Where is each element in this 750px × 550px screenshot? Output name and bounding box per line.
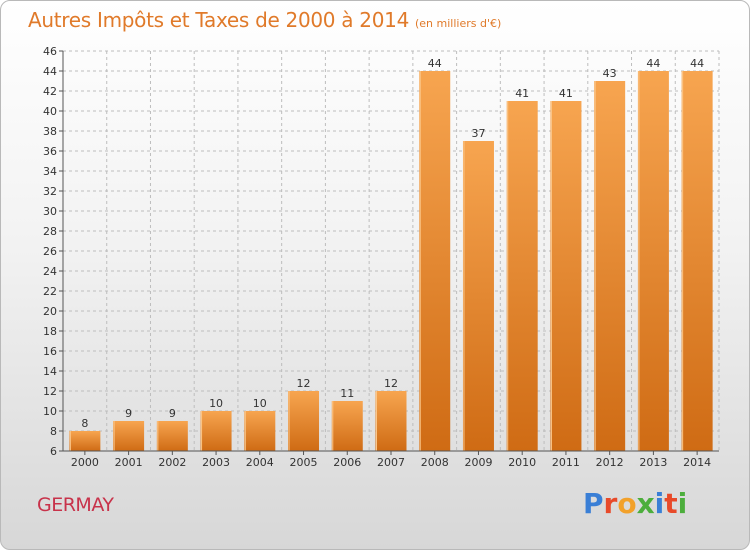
data-label-2005: 12 [297,377,311,390]
data-label-2013: 44 [646,57,660,70]
x-tick-label-2013: 2013 [639,456,667,469]
bar-2012 [594,81,626,451]
data-label-2011: 41 [559,87,573,100]
bar-2002 [156,421,188,451]
y-tick-label: 44 [43,65,57,78]
y-tick-label: 26 [43,245,57,258]
bars [69,71,713,451]
title-unit: (en milliers d'€) [415,17,502,30]
data-label-2004: 10 [253,397,267,410]
logo-letter: r [603,487,618,520]
bar-2009 [462,141,494,451]
bar-2005 [288,391,320,451]
y-tick-label: 16 [43,345,57,358]
y-tick-label: 28 [43,225,57,238]
x-tick-label-2002: 2002 [158,456,186,469]
chart-title: Autres Impôts et Taxes de 2000 à 2014 (en… [28,8,501,32]
x-tick-label-2009: 2009 [464,456,492,469]
y-tick-label: 22 [43,285,57,298]
data-label-2012: 43 [603,67,617,80]
logo-letter: i [654,487,665,520]
y-tick-label: 46 [43,45,57,58]
data-label-2009: 37 [471,127,485,140]
x-tick-label-2004: 2004 [246,456,274,469]
location-name: GERMAY [37,494,114,516]
y-tick-label: 10 [43,405,57,418]
y-tick-label: 30 [43,205,57,218]
data-label-2003: 10 [209,397,223,410]
y-tick-label: 40 [43,105,57,118]
logo-letter: P [583,487,604,520]
y-tick-label: 42 [43,85,57,98]
proxiti-logo: Proxiti [583,487,687,520]
y-tick-label: 24 [43,265,57,278]
bar-2014 [681,71,713,451]
title-text: Autres Impôts et Taxes de 2000 à 2014 [28,8,409,32]
data-label-2010: 41 [515,87,529,100]
bar-2007 [375,391,407,451]
logo-letter: i [677,487,688,520]
x-tick-label-2008: 2008 [421,456,449,469]
x-tick-label-2000: 2000 [71,456,99,469]
y-tick-label: 6 [50,445,57,458]
y-tick-label: 20 [43,305,57,318]
x-tick-label-2006: 2006 [333,456,361,469]
x-tick-label-2001: 2001 [115,456,143,469]
bar-2013 [637,71,669,451]
x-tick-label-2011: 2011 [552,456,580,469]
data-labels: 8 9 9 10 10 12 11 12 44 37 41 41 43 44 44 [81,57,704,430]
data-label-2002: 9 [169,407,176,420]
logo-letter: t [664,487,678,520]
y-tick-label: 14 [43,365,57,378]
x-tick-label-2014: 2014 [683,456,711,469]
bar-2006 [331,401,363,451]
data-label-2001: 9 [125,407,132,420]
y-tick-label: 18 [43,325,57,338]
y-tick-label: 34 [43,165,57,178]
logo-letter: o [617,487,637,520]
logo-letter: x [636,487,655,520]
y-tick-label: 32 [43,185,57,198]
bar-2010 [506,101,538,451]
data-label-2000: 8 [81,417,88,430]
bar-2011 [550,101,582,451]
bar-2008 [419,71,451,451]
bar-2000 [69,431,101,451]
y-tick-label: 36 [43,145,57,158]
x-tick-label-2003: 2003 [202,456,230,469]
bar-2004 [244,411,276,451]
data-label-2014: 44 [690,57,704,70]
x-tick-label-2007: 2007 [377,456,405,469]
bar-2003 [200,411,232,451]
y-tick-label: 12 [43,385,57,398]
y-tick-label: 38 [43,125,57,138]
x-tick-label-2005: 2005 [290,456,318,469]
data-label-2008: 44 [428,57,442,70]
x-tick-label-2010: 2010 [508,456,536,469]
x-tick-label-2012: 2012 [596,456,624,469]
data-label-2007: 12 [384,377,398,390]
bar-2001 [113,421,145,451]
data-label-2006: 11 [340,387,354,400]
axes: 6 8 10 12 14 16 18 20 22 24 26 28 30 32 34 36 38 40 42 44 46… [43,45,719,469]
y-tick-label: 8 [50,425,57,438]
